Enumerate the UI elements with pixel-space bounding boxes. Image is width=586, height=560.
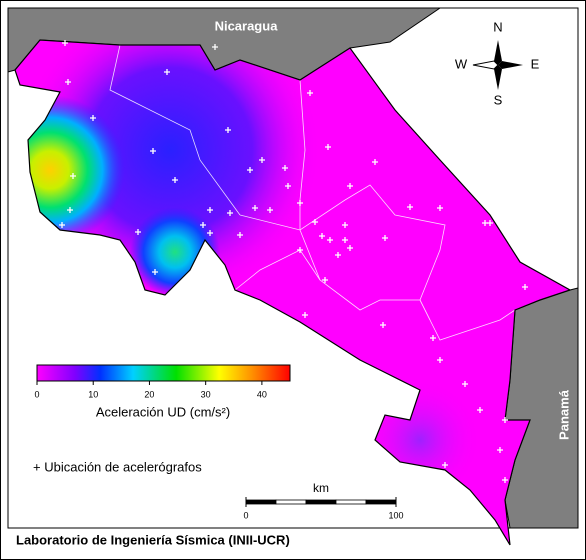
footer: Laboratorio de Ingeniería Sísmica (INII-… bbox=[16, 532, 290, 547]
station-marker bbox=[442, 462, 448, 468]
station-marker bbox=[437, 205, 443, 211]
compass-label: N bbox=[493, 19, 502, 34]
scale-segment bbox=[365, 499, 397, 505]
station-marker bbox=[297, 247, 303, 253]
station-marker bbox=[150, 148, 156, 154]
station-marker bbox=[70, 173, 76, 179]
station-marker bbox=[322, 277, 328, 283]
station-marker bbox=[407, 204, 413, 210]
colorbar-tick-label: 10 bbox=[88, 389, 98, 399]
station-marker bbox=[347, 183, 353, 189]
station-marker bbox=[437, 357, 443, 363]
station-marker bbox=[164, 69, 170, 75]
station-marker bbox=[430, 335, 436, 341]
station-marker bbox=[62, 40, 68, 46]
station-marker bbox=[90, 115, 96, 121]
station-marker bbox=[342, 237, 348, 243]
station-marker bbox=[319, 233, 325, 239]
station-marker bbox=[297, 200, 303, 206]
station-marker bbox=[212, 44, 218, 50]
country-label: Panamá bbox=[556, 389, 571, 440]
scale-bar: 0 100 bbox=[243, 497, 404, 520]
station-marker bbox=[302, 312, 308, 318]
legend-entry: + Ubicación de acelerógrafos bbox=[33, 459, 202, 474]
compass: N S W E bbox=[455, 19, 540, 107]
colorbar-tick-label: 0 bbox=[34, 389, 39, 399]
colorbar-tick-label: 40 bbox=[257, 389, 267, 399]
station-marker bbox=[487, 220, 493, 226]
station-marker bbox=[172, 177, 178, 183]
colorbar-label: Aceleración UD (cm/s²) bbox=[96, 404, 230, 419]
compass-label: E bbox=[531, 56, 540, 71]
station-marker bbox=[502, 417, 508, 423]
station-marker bbox=[502, 477, 508, 483]
station-marker bbox=[312, 219, 318, 225]
station-marker bbox=[497, 447, 503, 453]
station-marker bbox=[65, 79, 71, 85]
station-marker bbox=[152, 269, 158, 275]
colorbar-tick-label: 20 bbox=[144, 389, 154, 399]
station-marker bbox=[259, 157, 265, 163]
station-marker bbox=[247, 167, 253, 173]
station-marker bbox=[282, 165, 288, 171]
station-marker bbox=[207, 207, 213, 213]
station-marker bbox=[227, 285, 233, 291]
station-marker bbox=[325, 144, 331, 150]
compass-label: S bbox=[494, 92, 503, 107]
compass-label: W bbox=[455, 56, 468, 71]
scale-tick-label: 100 bbox=[388, 510, 403, 520]
station-marker bbox=[382, 450, 388, 456]
station-marker bbox=[285, 183, 291, 189]
scale-segment bbox=[335, 499, 367, 505]
station-marker bbox=[351, 434, 357, 440]
colorbar bbox=[36, 364, 291, 382]
station-marker bbox=[252, 205, 258, 211]
station-marker bbox=[237, 232, 243, 238]
station-marker bbox=[477, 407, 483, 413]
station-marker bbox=[227, 210, 233, 216]
country-label: Nicaragua bbox=[215, 18, 279, 33]
station-marker bbox=[327, 237, 333, 243]
colorbar-tick-label: 30 bbox=[201, 389, 211, 399]
station-marker bbox=[207, 230, 213, 236]
scale-segment bbox=[275, 499, 307, 505]
scale-segment bbox=[305, 499, 337, 505]
station-marker bbox=[200, 222, 206, 228]
station-marker bbox=[407, 387, 413, 393]
scale-segment bbox=[245, 499, 277, 505]
scale-tick-label: 0 bbox=[243, 510, 248, 520]
station-marker bbox=[335, 252, 341, 258]
station-marker bbox=[267, 207, 273, 213]
station-marker bbox=[382, 235, 388, 241]
station-marker bbox=[135, 229, 141, 235]
station-marker bbox=[59, 222, 65, 228]
station-marker bbox=[462, 381, 468, 387]
station-marker bbox=[372, 159, 378, 165]
station-marker bbox=[380, 322, 386, 328]
station-marker bbox=[67, 207, 73, 213]
station-marker bbox=[307, 90, 313, 96]
station-marker bbox=[522, 284, 528, 290]
station-marker bbox=[225, 127, 231, 133]
scale-unit: km bbox=[313, 481, 329, 495]
station-marker bbox=[342, 222, 348, 228]
station-markers bbox=[59, 40, 528, 483]
station-marker bbox=[347, 245, 353, 251]
